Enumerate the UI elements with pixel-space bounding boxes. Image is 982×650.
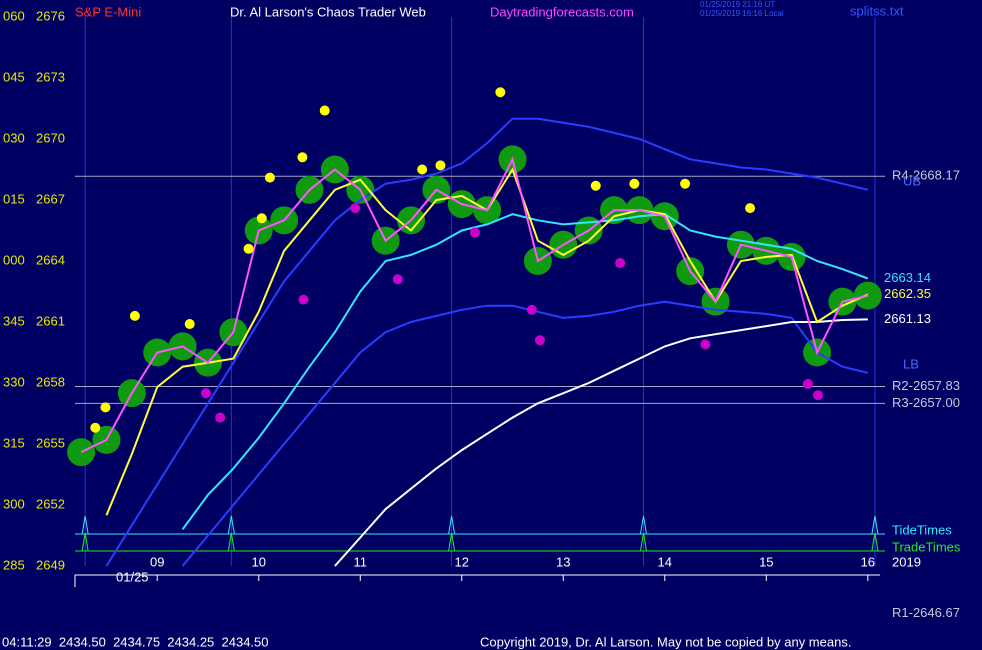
high-dot (243, 243, 254, 254)
x-tick-label: 09 (150, 554, 164, 569)
y2-tick-label: 030 (3, 130, 25, 145)
end-label: 2661.13 (884, 311, 931, 326)
trade-spike (227, 532, 235, 552)
low-dot (469, 227, 480, 238)
y-tick-label: 2655 (36, 435, 65, 450)
y2-tick-label: 345 (3, 313, 25, 328)
level-label: R3-2657.00 (892, 395, 960, 410)
series-line (181, 213, 869, 530)
high-dot (129, 310, 140, 321)
series-line (80, 156, 869, 454)
y-tick-label: 2676 (36, 8, 65, 23)
low-dot (392, 274, 403, 285)
high-dot (184, 319, 195, 330)
x-tick-label: 16 (861, 554, 875, 569)
trade-label: TradeTimes (892, 539, 961, 554)
tide-spike (448, 515, 456, 535)
end-label: 2663.14 (884, 270, 931, 285)
x-tick-label: 11 (354, 554, 368, 569)
high-dot (256, 213, 267, 224)
chart-title: Dr. Al Larson's Chaos Trader Web (230, 4, 426, 19)
y-tick-label: 2652 (36, 496, 65, 511)
high-dot (680, 178, 691, 189)
high-dot (745, 203, 756, 214)
low-dot (802, 379, 813, 390)
x-tick-label: 13 (556, 554, 570, 569)
band-label: LB (903, 356, 919, 371)
series-line (334, 318, 868, 567)
symbol: S&P E-Mini (75, 4, 141, 19)
y-tick-label: 2670 (36, 130, 65, 145)
low-dot (813, 390, 824, 401)
y-tick-label: 2661 (36, 313, 65, 328)
timestamp: 01/25/2019 16:16 Local (700, 9, 784, 18)
trade-spike (81, 532, 89, 552)
high-dot (264, 172, 275, 183)
file-name: splitss.txt (850, 3, 904, 18)
high-dot (100, 402, 111, 413)
y2-tick-label: 315 (3, 435, 25, 450)
timestamp: 01/25/2019 21:16 UT (700, 0, 775, 9)
low-dot (526, 304, 537, 315)
high-dot (319, 105, 330, 116)
low-dot (200, 388, 211, 399)
high-dot (590, 180, 601, 191)
price-blob (67, 438, 96, 467)
x-tick-label: 15 (759, 554, 773, 569)
tide-label: TideTimes (892, 522, 952, 537)
trade-spike (448, 532, 456, 552)
site: Daytradingforecasts.com (490, 4, 634, 19)
y-tick-label: 2664 (36, 252, 65, 267)
low-dot (350, 203, 361, 214)
trade-spike (639, 532, 647, 552)
y2-tick-label: 300 (3, 496, 25, 511)
high-dot (495, 87, 506, 98)
low-dot (215, 412, 226, 423)
high-dot (417, 164, 428, 175)
low-dot (534, 335, 545, 346)
tide-spike (639, 515, 647, 535)
y-tick-label: 2667 (36, 191, 65, 206)
y2-tick-label: 000 (3, 252, 25, 267)
y2-tick-label: 015 (3, 191, 25, 206)
series-line (181, 300, 869, 567)
y-tick-label: 2673 (36, 69, 65, 84)
level-label: R2-2657.83 (892, 378, 960, 393)
trade-spike (871, 532, 879, 552)
year: 2019 (892, 554, 921, 569)
y2-tick-label: 045 (3, 69, 25, 84)
low-dot (700, 339, 711, 350)
x-tick-label: 14 (658, 554, 672, 569)
y2-tick-label: 285 (3, 557, 25, 572)
quote: 04:11:29 2434.50 2434.75 2434.25 2434.50 (2, 634, 269, 649)
y2-tick-label: 330 (3, 374, 25, 389)
level-label: R4-2668.17 (892, 168, 960, 183)
high-dot (629, 178, 640, 189)
high-dot (297, 152, 308, 163)
x-tick-label: 10 (252, 554, 266, 569)
date-label: 01/25 (116, 569, 149, 584)
end-label: 2662.35 (884, 286, 931, 301)
low-dot (298, 294, 309, 305)
x-tick-label: 12 (455, 554, 469, 569)
level-label: R1-2646.67 (892, 605, 960, 620)
band-label: UB (903, 173, 921, 188)
y-tick-label: 2658 (36, 374, 65, 389)
low-dot (615, 258, 626, 269)
copyright: Copyright 2019, Dr. Al Larson. May not b… (480, 634, 851, 649)
tide-spike (227, 515, 235, 535)
high-dot (90, 422, 101, 433)
tide-spike (871, 515, 879, 535)
series-line (105, 117, 869, 567)
high-dot (435, 160, 446, 171)
y-tick-label: 2649 (36, 557, 65, 572)
tide-spike (81, 515, 89, 535)
y2-tick-label: 060 (3, 8, 25, 23)
